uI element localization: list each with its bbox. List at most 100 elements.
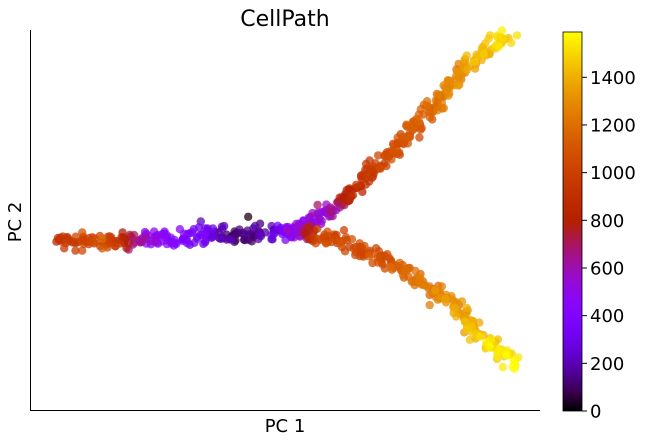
scatter-point bbox=[375, 163, 384, 173]
scatter-point bbox=[313, 224, 322, 233]
scatter-point bbox=[495, 42, 504, 51]
scatter-point bbox=[159, 233, 169, 242]
scatter-point bbox=[321, 239, 331, 248]
scatter-point bbox=[193, 234, 202, 243]
colorbar: 0 200 400 600 800 1000 1200 1400 bbox=[562, 31, 636, 423]
colorbar-tick-label: 400 bbox=[590, 306, 624, 327]
scatter-point bbox=[479, 50, 489, 59]
scatter-point bbox=[463, 65, 472, 74]
scatter-point bbox=[146, 236, 155, 245]
scatter-point bbox=[502, 351, 511, 360]
scatter-point bbox=[61, 239, 71, 248]
scatter-point bbox=[387, 155, 396, 164]
x-axis-label: PC 1 bbox=[265, 416, 306, 437]
colorbar-tick-label: 600 bbox=[590, 258, 624, 279]
scatter-point bbox=[462, 51, 471, 60]
scatter-point bbox=[348, 191, 358, 200]
scatter-point bbox=[395, 258, 404, 268]
scatter-point bbox=[509, 357, 518, 367]
scatter-point bbox=[475, 318, 484, 327]
scatter-point bbox=[137, 237, 147, 246]
scatter-points bbox=[52, 26, 523, 373]
scatter-point bbox=[457, 297, 467, 306]
scatter-point bbox=[249, 224, 258, 233]
colorbar-tick-label: 800 bbox=[590, 211, 624, 232]
scatter-point bbox=[98, 234, 107, 244]
scatter-point bbox=[443, 77, 453, 86]
scatter-point bbox=[342, 185, 351, 195]
scatter-point bbox=[98, 244, 107, 253]
scatter-point bbox=[434, 90, 443, 100]
scatter-point bbox=[89, 238, 98, 247]
scatter-point bbox=[347, 235, 357, 244]
scatter-point bbox=[476, 332, 485, 341]
scatter-point bbox=[337, 239, 346, 248]
scatter-point bbox=[485, 342, 494, 351]
scatter-point bbox=[313, 200, 322, 210]
scatter-point bbox=[244, 212, 253, 221]
scatter-point bbox=[349, 244, 358, 253]
scatter-point bbox=[415, 133, 424, 142]
scatter-point bbox=[352, 180, 361, 189]
scatter-point bbox=[498, 362, 507, 372]
scatter-point bbox=[226, 235, 235, 244]
chart-title: CellPath bbox=[240, 7, 329, 32]
scatter-point bbox=[470, 57, 479, 66]
scatter-point bbox=[326, 208, 335, 217]
colorbar-tick-label: 200 bbox=[590, 354, 624, 375]
scatter-point bbox=[465, 335, 475, 344]
scatter-point bbox=[462, 303, 471, 313]
scatter-point bbox=[216, 234, 225, 243]
scatter-point bbox=[220, 221, 229, 231]
scatter-point bbox=[402, 132, 411, 142]
scatter-point bbox=[392, 149, 401, 158]
scatter-point bbox=[450, 304, 459, 313]
scatter-point bbox=[447, 295, 457, 304]
scatter-point bbox=[460, 317, 470, 327]
scatter-point bbox=[208, 224, 218, 233]
scatter-point bbox=[401, 265, 410, 275]
scatter-point bbox=[292, 219, 301, 228]
scatter-point bbox=[373, 151, 383, 160]
scatter-point bbox=[78, 228, 87, 237]
colorbar-tick-label: 0 bbox=[590, 402, 601, 423]
scatter-point bbox=[415, 273, 425, 282]
scatter-point bbox=[485, 31, 495, 40]
y-axis-label: PC 2 bbox=[5, 202, 26, 243]
scatter-point bbox=[153, 238, 162, 247]
scatter-point bbox=[452, 312, 461, 321]
scatter-point bbox=[363, 170, 372, 179]
scatter-point bbox=[364, 252, 374, 261]
scatter-point bbox=[240, 231, 249, 240]
scatter-point bbox=[304, 222, 314, 231]
scatter-point bbox=[267, 230, 276, 240]
scatter-point bbox=[71, 246, 80, 255]
scatter-point bbox=[444, 91, 453, 100]
scatter-point bbox=[454, 73, 464, 83]
scatter-point bbox=[414, 117, 424, 126]
scatter-point bbox=[431, 286, 440, 295]
colorbar-gradient bbox=[562, 31, 583, 412]
scatter-point bbox=[351, 250, 360, 260]
colorbar-ticks: 0 200 400 600 800 1000 1200 1400 bbox=[582, 68, 636, 423]
scatter-point bbox=[182, 239, 192, 248]
scatter-point bbox=[200, 224, 210, 233]
scatter-point bbox=[455, 80, 464, 89]
scatter-point bbox=[386, 263, 395, 272]
scatter-point bbox=[463, 325, 472, 334]
scatter-point bbox=[340, 247, 350, 256]
scatter-point bbox=[308, 208, 317, 218]
scatter-point bbox=[283, 226, 292, 235]
scatter-point bbox=[209, 230, 218, 239]
scatter-point bbox=[200, 230, 209, 239]
scatter-point bbox=[407, 122, 417, 132]
scatter-point bbox=[254, 230, 264, 240]
scatter-point bbox=[423, 101, 432, 110]
scatter-point bbox=[507, 38, 516, 47]
scatter-point bbox=[200, 238, 210, 247]
scatter-point bbox=[175, 225, 185, 234]
scatter-point bbox=[512, 31, 522, 40]
scatter-point bbox=[235, 225, 244, 234]
scatter-point bbox=[497, 26, 507, 35]
